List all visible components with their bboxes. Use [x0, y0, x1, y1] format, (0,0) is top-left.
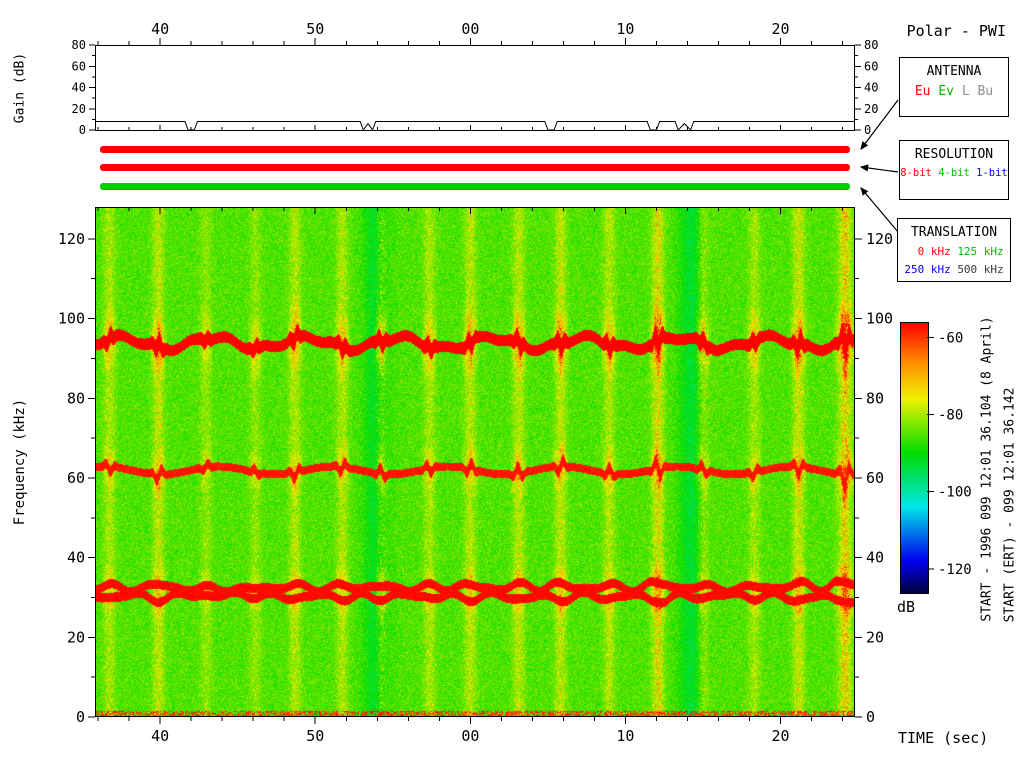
- top-time-tick-label: 10: [616, 20, 634, 38]
- legend-arrow-1: [859, 164, 899, 173]
- freq-ytick-label: 100: [58, 310, 85, 328]
- gain-ytick-label: 40: [72, 81, 86, 95]
- gain-ytick-label: 80: [72, 38, 86, 52]
- gain-ytick-label: 0: [864, 123, 871, 137]
- translation-box: TRANSLATION 0 kHz 125 kHz 250 kHz 500 kHz: [897, 218, 1011, 282]
- time-axis-label: TIME (sec): [898, 729, 989, 747]
- antenna-option-l: L: [961, 84, 970, 99]
- top-time-tick-label: 00: [461, 20, 479, 38]
- antenna-title: ANTENNA: [926, 64, 982, 79]
- freq-ytick-label: 80: [866, 389, 884, 407]
- resolution-selected-bar: [100, 164, 850, 171]
- gain-axis-label: Gain (dB): [12, 52, 28, 124]
- resolution-box: RESOLUTION 8-bit 4-bit 1-bit: [899, 140, 1009, 200]
- bottom-time-tick-label: 20: [772, 727, 790, 745]
- antenna-option-eu: Eu: [914, 84, 931, 99]
- gain-ytick-label: 20: [864, 102, 878, 116]
- colorbar-tick-label: -60: [938, 330, 963, 346]
- colorbar-tick-label: -120: [938, 562, 972, 578]
- gain-plot-frame: [95, 45, 855, 131]
- start-time-label: START - 1996 099 12:01 36.104 (8 April): [979, 316, 995, 622]
- top-time-tick-label: 20: [772, 20, 790, 38]
- legend-arrow-2: [860, 187, 899, 233]
- colorbar-tick-label: -80: [938, 408, 963, 424]
- translation-option-125-khz: 125 kHz: [957, 245, 1004, 258]
- freq-ytick-label: 80: [67, 389, 85, 407]
- antenna-option-ev: Ev: [938, 84, 954, 99]
- colorbar-tick-label: -100: [938, 485, 972, 501]
- resolution-option-8-bit: 8-bit: [900, 167, 932, 179]
- frequency-axis-label: Frequency (kHz): [12, 398, 28, 526]
- page-title: Polar - PWI: [906, 22, 1006, 40]
- freq-ytick-label: 0: [76, 708, 85, 726]
- colorbar-gradient: [900, 322, 929, 594]
- gain-ytick-label: 60: [864, 59, 878, 73]
- translation-options-row: 250 kHz 500 kHz: [898, 263, 1010, 276]
- translation-options-row: 0 kHz 125 kHz: [898, 245, 1010, 258]
- gain-trace: [95, 121, 855, 132]
- resolution-options-row: 8-bit 4-bit 1-bit: [900, 167, 1008, 179]
- translation-option-250-khz: 250 kHz: [904, 263, 951, 276]
- antenna-box: ANTENNA Eu Ev L Bu: [899, 57, 1009, 117]
- bottom-time-tick-label: 40: [151, 727, 169, 745]
- freq-ytick-label: 120: [58, 230, 85, 248]
- resolution-option-1-bit: 1-bit: [976, 167, 1008, 179]
- top-time-tick-label: 50: [306, 20, 324, 38]
- bottom-time-tick-label: 50: [306, 727, 324, 745]
- translation-option-500-khz: 500 kHz: [957, 263, 1004, 276]
- freq-ytick-label: 120: [866, 230, 893, 248]
- freq-ytick-label: 20: [67, 628, 85, 646]
- colorbar-unit-label: dB: [897, 598, 916, 616]
- translation-title: TRANSLATION: [910, 225, 998, 240]
- spectrogram-image: [95, 207, 855, 717]
- freq-ytick-label: 40: [67, 549, 85, 567]
- top-time-tick-label: 40: [151, 20, 169, 38]
- resolution-option-4-bit: 4-bit: [938, 167, 970, 179]
- bottom-time-tick-label: 10: [616, 727, 634, 745]
- antenna-options-row: Eu Ev L Bu: [900, 84, 1008, 99]
- gain-ytick-label: 0: [79, 123, 86, 137]
- gain-ytick-label: 60: [72, 59, 86, 73]
- antenna-option-bu: Bu: [977, 84, 994, 99]
- legend-arrow-0: [860, 99, 899, 150]
- freq-ytick-label: 40: [866, 549, 884, 567]
- freq-ytick-label: 100: [866, 310, 893, 328]
- translation-selected-bar: [100, 183, 850, 190]
- resolution-title: RESOLUTION: [914, 147, 994, 162]
- gain-ytick-label: 80: [864, 38, 878, 52]
- gain-ytick-label: 20: [72, 102, 86, 116]
- freq-ytick-label: 60: [67, 469, 85, 487]
- start-ert-time-label: START (ERT) - 099 12:01 36.142: [1002, 387, 1018, 623]
- antenna-selected-bar: [100, 146, 850, 153]
- freq-ytick-label: 20: [866, 628, 884, 646]
- gain-ytick-label: 40: [864, 81, 878, 95]
- freq-ytick-label: 0: [866, 708, 875, 726]
- freq-ytick-label: 60: [866, 469, 884, 487]
- translation-option-0-khz: 0 kHz: [904, 245, 951, 258]
- bottom-time-tick-label: 00: [461, 727, 479, 745]
